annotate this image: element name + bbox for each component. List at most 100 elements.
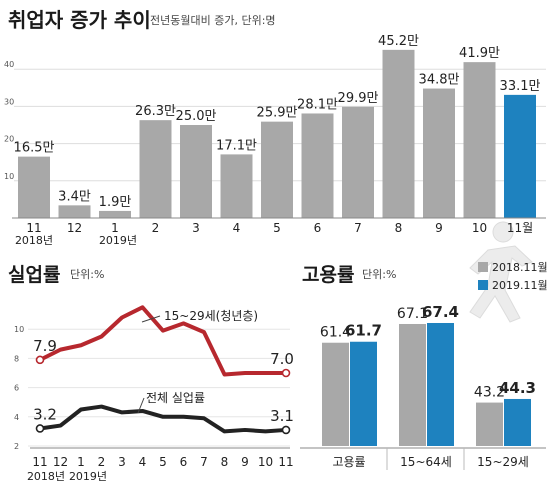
youth-line-endpoint	[35, 355, 45, 365]
employment-rate-value-2018: 67.1	[397, 306, 428, 322]
employment-bar	[18, 156, 50, 218]
employment-x-tick: 12	[67, 221, 82, 235]
youth-label-leader	[141, 315, 161, 323]
employment-bar	[423, 88, 455, 218]
youth-line-endpoint	[281, 368, 291, 378]
unemployment-y-tick-label: 4	[14, 413, 19, 422]
total-unemployment-line	[39, 404, 287, 434]
employment-bar-value: 33.1만	[500, 79, 541, 94]
employment-bar	[463, 62, 496, 218]
total-line-endpoint	[35, 424, 45, 433]
youth-series-label: 15~29세(청년층)	[164, 309, 258, 323]
employment-bar	[58, 205, 91, 218]
employment-year-2019: 2019년	[99, 234, 137, 247]
employment-rate-bar-2018	[399, 323, 426, 446]
total-last-value: 3.1	[270, 407, 294, 425]
employment-y-tick-label: 30	[4, 97, 14, 106]
unemployment-x-tick: 10	[258, 455, 273, 469]
unemployment-year-2019: 2019년	[69, 470, 107, 483]
employment-y-tick-label: 40	[4, 60, 14, 69]
legend-swatch	[478, 280, 488, 290]
youth-unemployment-line	[39, 305, 286, 377]
employment-x-labels: 11 12 1 2 3 4 5 6 7 8 9 10 11월	[26, 221, 533, 235]
unemployment-x-tick: 2	[98, 455, 106, 469]
employment-rate-bar-2019	[350, 341, 377, 446]
employment-rate-x-label: 고용률	[332, 455, 365, 469]
employment-x-tick: 6	[314, 221, 322, 235]
unemployment-x-tick: 7	[200, 455, 208, 469]
employment-bar	[382, 49, 415, 218]
employment-x-tick: 4	[233, 221, 241, 235]
employment-bar-value: 26.3만	[135, 104, 176, 119]
employment-rate-bar-2018	[476, 402, 503, 446]
unemployment-x-tick: 6	[180, 455, 188, 469]
legend-label: 2019.11월	[492, 279, 548, 292]
employment-bar	[220, 154, 253, 218]
employment-chart-subtitle: 전년동월대비 증가, 단위:명	[150, 14, 276, 27]
employment-bar-value: 45.2만	[378, 34, 419, 49]
employment-year-2018: 2018년	[15, 234, 53, 247]
employment-rate-value-2019: 44.3	[499, 379, 536, 397]
employment-rate-chart-title: 고용률	[302, 264, 354, 286]
employment-x-tick: 3	[192, 221, 200, 235]
employment-bar-value: 17.1만	[216, 138, 257, 153]
employment-x-tick: 5	[273, 221, 281, 235]
employment-rate-legend: 2018.11월 2019.11월	[478, 261, 548, 292]
employment-bar	[139, 120, 172, 218]
total-line-endpoint	[281, 425, 291, 435]
employment-bar	[261, 121, 293, 218]
unemployment-lines: 7.9 7.0 3.2 3.1	[33, 305, 294, 435]
employment-bar-value: 3.4만	[58, 189, 91, 204]
unemployment-x-tick: 5	[159, 455, 167, 469]
unemployment-y-tick-label: 8	[14, 354, 19, 363]
employment-rate-value-2019: 67.4	[422, 303, 459, 321]
employment-rate-x-labels: 고용률 15~64세 15~29세	[332, 455, 528, 469]
employment-rate-x-label: 15~29세	[477, 455, 529, 469]
employment-rate-value-2018: 61.4	[320, 325, 351, 341]
total-series-label: 전체 실업률	[146, 391, 205, 405]
employment-bar-value: 41.9만	[459, 46, 500, 61]
total-first-value: 3.2	[33, 405, 57, 423]
employment-bar-value: 25.9만	[257, 106, 298, 121]
unemployment-x-labels: 11 12 1 2 3 4 5 6 7 8 9 10 11	[32, 455, 293, 469]
unemployment-x-tick: 4	[139, 455, 147, 469]
unemployment-x-tick: 8	[221, 455, 229, 469]
employment-bar-value: 29.9만	[338, 91, 379, 106]
unemployment-x-tick: 1	[77, 455, 85, 469]
employment-rate-bar-2018	[322, 342, 349, 446]
employment-rate-bars	[322, 322, 531, 446]
employment-bar-value: 16.5만	[14, 141, 55, 156]
unemployment-y-tick-label: 2	[14, 442, 19, 451]
employment-rate-bar-2019	[427, 322, 454, 446]
unemployment-y-tick-label: 10	[14, 325, 24, 334]
employment-rate-value-2019: 61.7	[345, 322, 382, 340]
employment-bar-value: 1.9만	[99, 195, 132, 210]
employment-bar-value: 28.1만	[297, 97, 338, 112]
employment-x-tick: 11	[26, 221, 41, 235]
youth-first-value: 7.9	[33, 337, 57, 355]
employment-y-ticks: 10 20 30 40	[4, 60, 14, 181]
employment-rate-data-labels: 61.461.7 67.167.4 43.244.3	[320, 303, 536, 401]
employment-rate-chart-subtitle: 단위:%	[362, 268, 396, 281]
unemployment-x-tick: 9	[241, 455, 249, 469]
employment-rate-x-label: 15~64세	[400, 455, 452, 469]
employment-x-tick: 7	[354, 221, 362, 235]
unemployment-chart-subtitle: 단위:%	[70, 268, 104, 281]
unemployment-year-2018: 2018년	[27, 470, 65, 483]
employment-x-tick: 2	[152, 221, 160, 235]
employment-chart-title: 취업자 증가 추이	[8, 8, 151, 32]
unemployment-x-tick: 11	[278, 455, 293, 469]
employment-bar-value: 25.0만	[176, 109, 217, 124]
unemployment-y-tick-label: 6	[14, 384, 19, 393]
employment-x-tick: 8	[395, 221, 403, 235]
unemployment-y-ticks: 2 4 6 8 10	[14, 325, 24, 451]
employment-bar	[99, 210, 131, 218]
employment-rate-value-2018: 43.2	[474, 385, 505, 401]
employment-bar	[342, 106, 374, 218]
employment-x-tick: 9	[435, 221, 443, 235]
employment-x-tick: 1	[111, 221, 119, 235]
employment-bar	[301, 113, 334, 218]
employment-bars	[18, 49, 536, 218]
